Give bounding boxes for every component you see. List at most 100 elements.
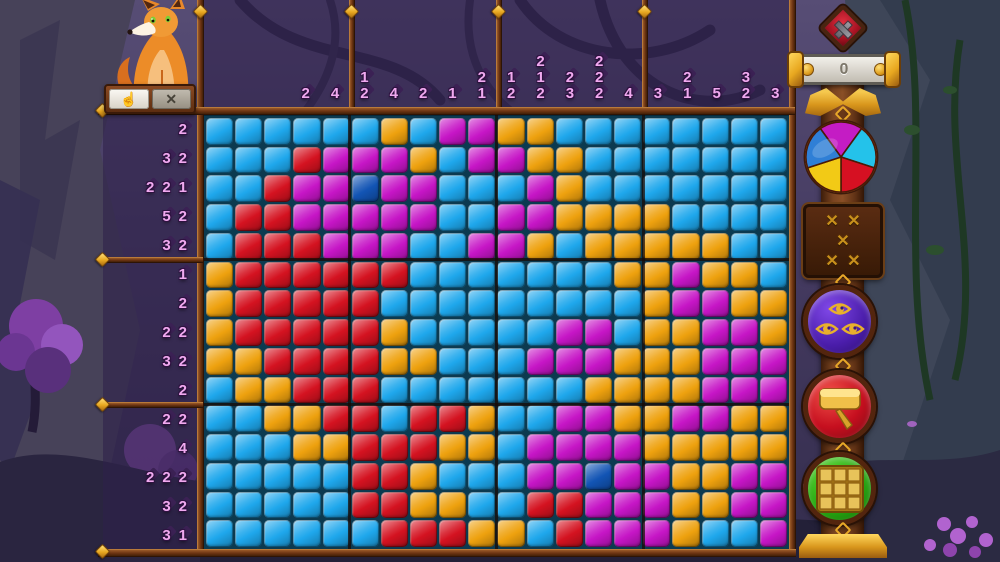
tile-r9-c8[interactable]: [410, 347, 438, 375]
tile-r11-c4[interactable]: [293, 405, 321, 433]
tile-r8-c16[interactable]: [643, 319, 671, 346]
tile-r1-c13[interactable]: [555, 118, 583, 145]
tile-r11-c6[interactable]: [351, 405, 379, 433]
tile-r5-c12[interactable]: [526, 232, 554, 260]
tile-r11-c10[interactable]: [468, 405, 496, 433]
tile-r2-c16[interactable]: [643, 146, 671, 174]
tile-r15-c15[interactable]: [614, 520, 642, 547]
tile-r14-c1[interactable]: [206, 491, 234, 519]
tile-r6-c4[interactable]: [293, 261, 321, 289]
tile-r2-c5[interactable]: [322, 146, 350, 174]
tile-r13-c13[interactable]: [555, 462, 583, 490]
tile-r7-c7[interactable]: [380, 290, 409, 318]
tile-r4-c7[interactable]: [380, 204, 409, 231]
tile-r5-c19[interactable]: [730, 232, 758, 260]
tile-r7-c8[interactable]: [410, 290, 438, 318]
tile-r10-c17[interactable]: [672, 376, 700, 404]
tile-r8-c5[interactable]: [322, 319, 350, 346]
tile-r15-c16[interactable]: [643, 520, 671, 547]
tile-r4-c3[interactable]: [264, 204, 292, 231]
tile-r1-c17[interactable]: [672, 118, 700, 145]
tile-r12-c10[interactable]: [468, 434, 496, 461]
tile-r6-c7[interactable]: [380, 261, 409, 289]
tile-r5-c7[interactable]: [380, 232, 409, 260]
tile-r3-c20[interactable]: [759, 175, 787, 203]
tile-r10-c1[interactable]: [206, 376, 234, 404]
tile-r12-c8[interactable]: [410, 434, 438, 461]
tile-r7-c13[interactable]: [555, 290, 583, 318]
tile-r15-c12[interactable]: [526, 520, 554, 547]
tile-r9-c7[interactable]: [380, 347, 409, 375]
tile-r3-c7[interactable]: [380, 175, 409, 203]
tile-r10-c20[interactable]: [759, 376, 787, 404]
tile-r8-c20[interactable]: [759, 319, 787, 346]
tile-r6-c5[interactable]: [322, 261, 350, 289]
tile-r9-c11[interactable]: [497, 347, 525, 375]
tile-r2-c14[interactable]: [584, 146, 613, 174]
tile-r11-c15[interactable]: [614, 405, 642, 433]
tile-r9-c5[interactable]: [322, 347, 350, 375]
tile-r9-c18[interactable]: [701, 347, 729, 375]
tile-r1-c19[interactable]: [730, 118, 758, 145]
tile-r15-c19[interactable]: [730, 520, 758, 547]
tile-r9-c6[interactable]: [351, 347, 379, 375]
tile-r12-c18[interactable]: [701, 434, 729, 461]
tile-r10-c13[interactable]: [555, 376, 583, 404]
tile-r4-c13[interactable]: [555, 204, 583, 231]
hand-tool-button[interactable]: ☝: [109, 89, 149, 109]
tile-r13-c11[interactable]: [497, 462, 525, 490]
tile-r7-c4[interactable]: [293, 290, 321, 318]
tile-r3-c8[interactable]: [410, 175, 438, 203]
tile-r3-c2[interactable]: [235, 175, 263, 203]
tile-r11-c2[interactable]: [235, 405, 263, 433]
tile-r4-c5[interactable]: [322, 204, 350, 231]
tile-r7-c10[interactable]: [468, 290, 496, 318]
tile-r6-c8[interactable]: [410, 261, 438, 289]
tile-r2-c4[interactable]: [293, 146, 321, 174]
tile-r3-c1[interactable]: [206, 175, 234, 203]
tile-r15-c3[interactable]: [264, 520, 292, 547]
tile-r12-c20[interactable]: [759, 434, 787, 461]
tile-r1-c9[interactable]: [439, 118, 467, 145]
tile-r5-c11[interactable]: [497, 232, 525, 260]
tile-r5-c14[interactable]: [584, 232, 613, 260]
tile-r13-c17[interactable]: [672, 462, 700, 490]
tile-r12-c19[interactable]: [730, 434, 758, 461]
tile-r2-c12[interactable]: [526, 146, 554, 174]
tile-r6-c9[interactable]: [439, 261, 467, 289]
tile-r12-c3[interactable]: [264, 434, 292, 461]
tile-r14-c12[interactable]: [526, 491, 554, 519]
tile-r15-c13[interactable]: [555, 520, 583, 547]
cross-tool-button[interactable]: ✕: [151, 89, 191, 109]
tile-r13-c7[interactable]: [380, 462, 409, 490]
tile-r14-c14[interactable]: [584, 491, 613, 519]
tile-r6-c10[interactable]: [468, 261, 496, 289]
tile-r3-c5[interactable]: [322, 175, 350, 203]
tile-r7-c19[interactable]: [730, 290, 758, 318]
tile-r11-c5[interactable]: [322, 405, 350, 433]
tile-r8-c2[interactable]: [235, 319, 263, 346]
tile-r13-c2[interactable]: [235, 462, 263, 490]
tile-r12-c17[interactable]: [672, 434, 700, 461]
tile-r2-c13[interactable]: [555, 146, 583, 174]
tile-r6-c12[interactable]: [526, 261, 554, 289]
tile-r5-c16[interactable]: [643, 232, 671, 260]
tile-r7-c2[interactable]: [235, 290, 263, 318]
tile-r4-c20[interactable]: [759, 204, 787, 231]
tile-r13-c10[interactable]: [468, 462, 496, 490]
tile-r5-c2[interactable]: [235, 232, 263, 260]
tile-r14-c18[interactable]: [701, 491, 729, 519]
tile-r4-c12[interactable]: [526, 204, 554, 231]
tile-r1-c14[interactable]: [584, 118, 613, 145]
tile-r15-c9[interactable]: [439, 520, 467, 547]
tile-r9-c3[interactable]: [264, 347, 292, 375]
tile-r12-c4[interactable]: [293, 434, 321, 461]
tile-r11-c11[interactable]: [497, 405, 525, 433]
tile-r2-c7[interactable]: [380, 146, 409, 174]
tile-r13-c9[interactable]: [439, 462, 467, 490]
tile-r4-c17[interactable]: [672, 204, 700, 231]
tile-r13-c20[interactable]: [759, 462, 787, 490]
cross-marks-button[interactable]: ✕ ✕ ✕ ✕ ✕: [803, 204, 883, 278]
tile-r7-c5[interactable]: [322, 290, 350, 318]
tile-r8-c17[interactable]: [672, 319, 700, 346]
